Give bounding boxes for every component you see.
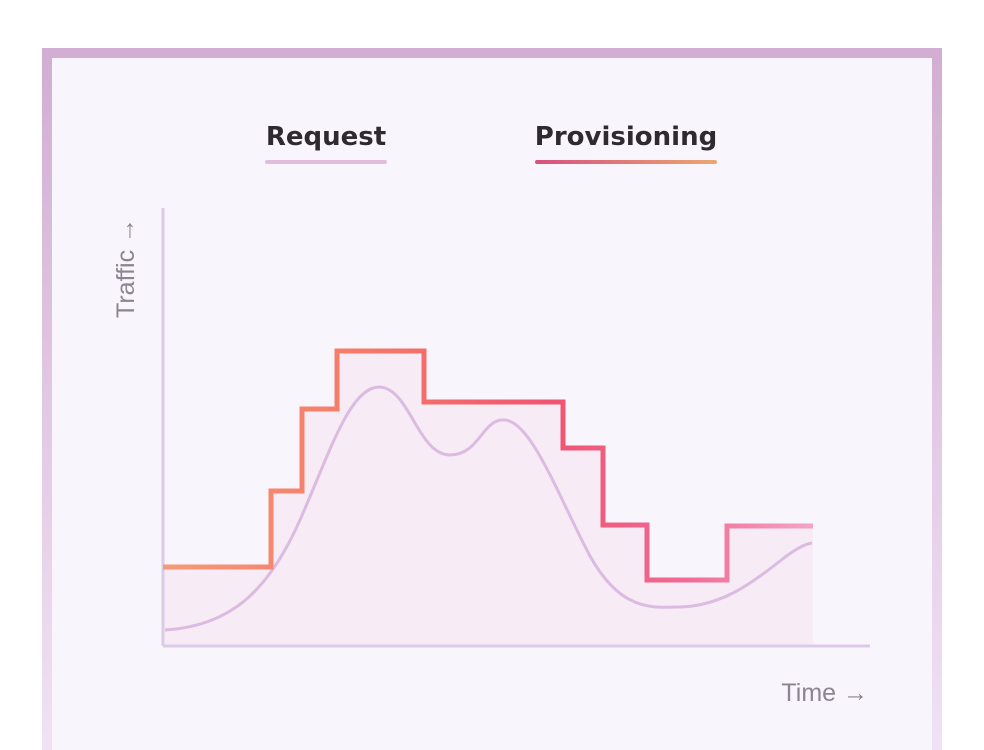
legend-request: Request <box>266 122 386 152</box>
y-axis-label: Traffic → <box>112 218 140 318</box>
legend-provisioning-swatch <box>535 160 717 164</box>
legend-provisioning: Provisioning <box>535 122 717 152</box>
request-curve <box>164 385 813 632</box>
x-axis-label: Time → <box>781 679 868 707</box>
provisioning-area <box>163 351 813 646</box>
provisioning-line <box>163 348 813 583</box>
